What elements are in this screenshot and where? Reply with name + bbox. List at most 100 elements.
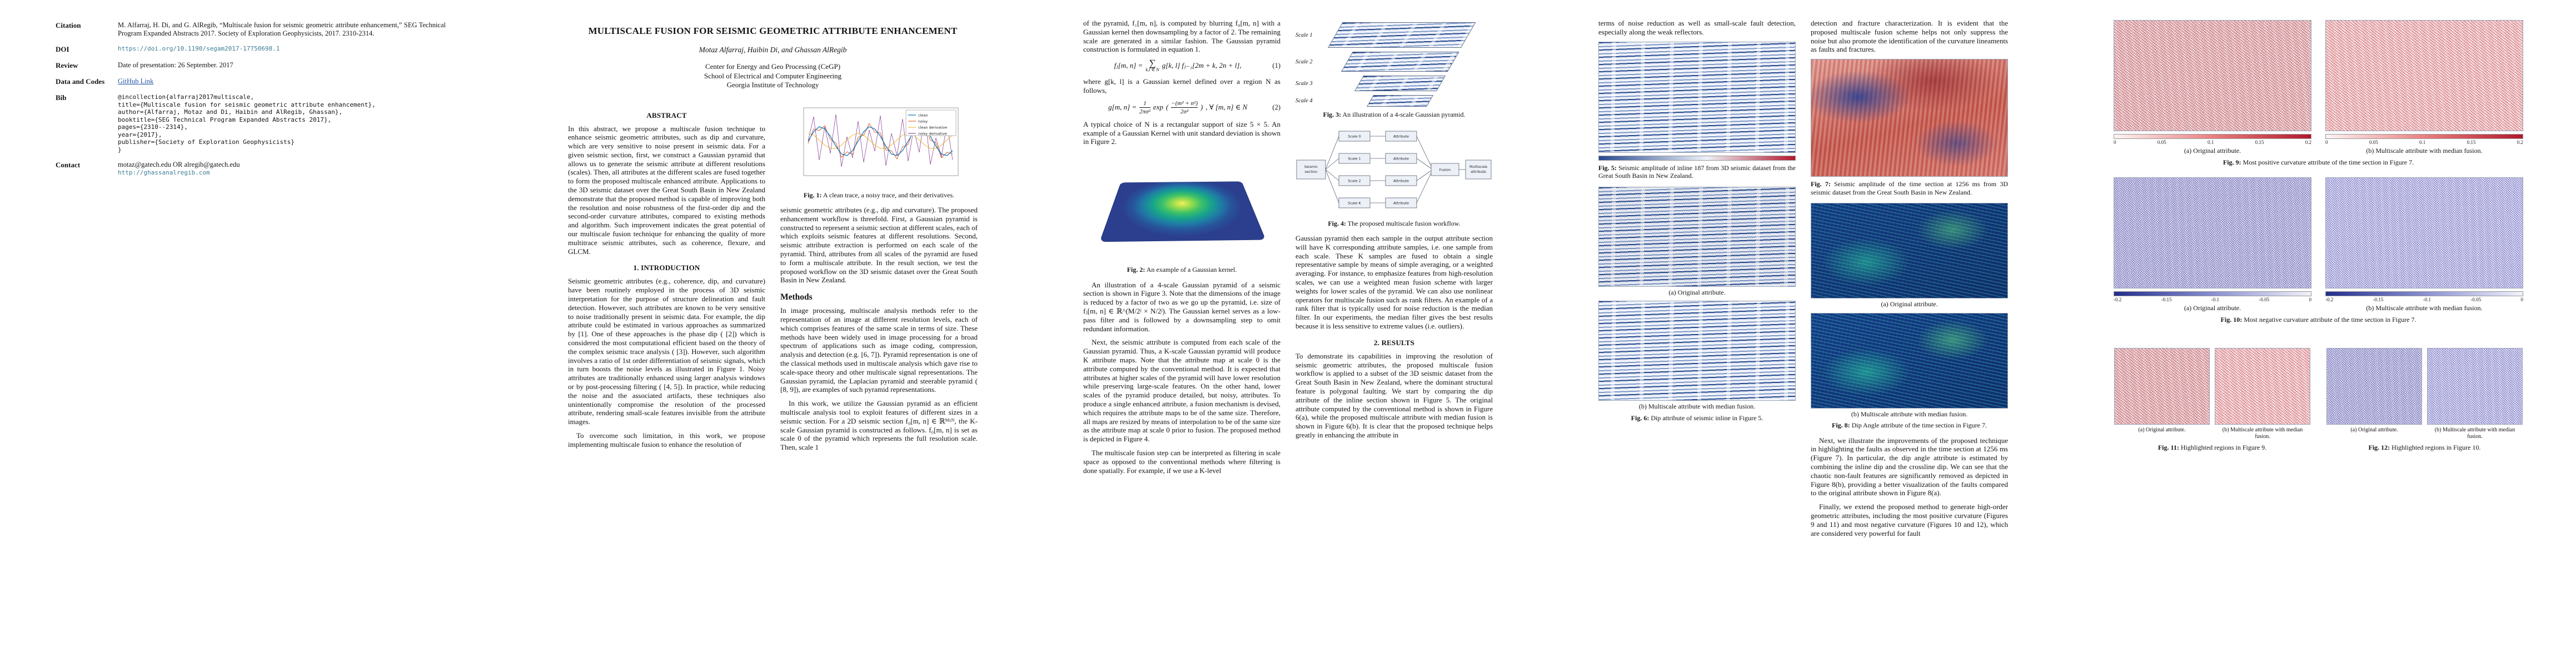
attribute-box	[1385, 131, 1417, 141]
page5-left-column: (a) Original attribute. (b) Multiscale a…	[2114, 347, 2311, 459]
github-link[interactable]: GitHub Link	[118, 77, 154, 85]
figure-11a-subcaption: (a) Original attribute.	[2138, 427, 2186, 433]
figure-12-label: Fig. 12:	[2368, 444, 2390, 451]
body-paragraph: Next, the seismic attribute is computed …	[1083, 338, 1280, 444]
figure-8: (a) Original attribute. (b) Multiscale a…	[1811, 203, 2008, 430]
body-paragraph: To overcome such limitation, in this wor…	[568, 431, 765, 449]
figure-9a-colorbar-ticks: 0 0.05 0.1 0.15 0.2	[2114, 140, 2311, 145]
workflow-diagram: Seismic section Scale 0 Scale 1 Scale 2 …	[1296, 131, 1492, 208]
figure-6-caption: Fig. 6: Dip attribute of seismic inline …	[1598, 414, 1796, 422]
figure-9a-subcaption: (a) Original attribute.	[2184, 147, 2241, 155]
figure-7: Fig. 7: Seismic amplitude of the time se…	[1811, 59, 2008, 196]
bib-label: Bib	[56, 93, 67, 102]
figure-11-caption-text: Highlighted regions in Figure 9.	[2180, 444, 2267, 451]
input-box	[1296, 160, 1326, 179]
body-paragraph: Gaussian pyramid then each sample in the…	[1296, 234, 1493, 330]
figure-10b-image	[2325, 177, 2523, 288]
output-label: attribute	[1471, 170, 1486, 174]
bib-row: Bib @incollection{alfarraj2017multiscale…	[56, 93, 456, 153]
body-paragraph: terms of noise reduction as well as smal…	[1598, 19, 1796, 36]
page2-right-column: clean noisy clean derivative noisy deriv…	[780, 103, 978, 457]
doi-link[interactable]: https://doi.org/10.1190/segam2017-177506…	[118, 45, 280, 52]
figure-6: (a) Original attribute. (b) Multiscale a…	[1598, 186, 1796, 422]
pyramid-scale-label: Scale 2	[1296, 58, 1313, 65]
pyramid-row: Scale 1	[1296, 22, 1493, 48]
figure-11-label: Fig. 11:	[2158, 444, 2179, 451]
figure-5-image	[1598, 41, 1796, 153]
figure-3-caption-text: An illustration of a 4-scale Gaussian py…	[1342, 111, 1466, 118]
pyramid-illustration: Scale 1 Scale 2 Scale 3	[1296, 20, 1493, 107]
attribute-label: Attribute	[1393, 178, 1409, 183]
equation-2-number: (2)	[1272, 103, 1280, 111]
figure-10-caption: Fig. 10: Most negative curvature attribu…	[2114, 316, 2523, 324]
body-paragraph: where g[k, l] is a Gaussian kernel defin…	[1083, 77, 1280, 94]
legend-label: noisy	[918, 119, 928, 123]
scale-label: Scale 0	[1348, 134, 1361, 138]
figure-6b-image	[1598, 301, 1796, 401]
equation-2-lhs: g[m, n] =	[1108, 103, 1137, 112]
legend-label: clean	[918, 113, 928, 117]
figure-12: (a) Original attribute. (b) Multiscale a…	[2326, 348, 2523, 452]
figure-8a-subcaption: (a) Original attribute.	[1881, 300, 1938, 308]
figure-7-caption: Fig. 7: Seismic amplitude of the time se…	[1811, 180, 2008, 196]
fraction: −(m² + n²) 2σ²	[1171, 99, 1198, 115]
figure-8b-subcaption: (b) Multiscale attribute with median fus…	[1851, 410, 1968, 418]
pyramid-scale-label: Scale 1	[1296, 32, 1313, 38]
figure-12a-image	[2326, 348, 2422, 425]
figure-2-caption-text: An example of a Gaussian kernel.	[1146, 266, 1237, 274]
plot-legend: clean noisy clean derivative noisy deriv…	[905, 109, 956, 136]
tick-label: 0	[2325, 140, 2328, 145]
contact-row: Contact motaz@gatech.edu OR alregib@gate…	[56, 161, 456, 177]
figure-9b-image	[2325, 20, 2523, 131]
contact-value: motaz@gatech.edu OR alregib@gatech.edu h…	[118, 161, 446, 177]
contact-url[interactable]: http://ghassanalregib.com	[118, 169, 210, 176]
tick-label: 0	[2309, 297, 2312, 302]
figure-12b-image	[2427, 348, 2523, 425]
figure-11b: (b) Multiscale attribute with median fus…	[2215, 348, 2310, 440]
attribute-label: Attribute	[1393, 134, 1409, 138]
figure-7-label: Fig. 7:	[1811, 180, 1831, 188]
tick-label: -0.05	[2470, 297, 2482, 302]
pyramid-scale-image	[1367, 95, 1434, 107]
tick-label: -0.2	[2325, 297, 2334, 302]
contact-emails[interactable]: motaz@gatech.edu OR alregib@gatech.edu	[118, 161, 240, 168]
paren: )	[1200, 103, 1203, 112]
figure-5-colorbar	[1598, 155, 1796, 161]
paren: (	[1165, 103, 1169, 112]
figure-1-caption: Fig. 1: A clean trace, a noisy trace, an…	[780, 191, 978, 200]
tick-label: 0	[2114, 140, 2116, 145]
figure-11a-image	[2114, 348, 2210, 425]
figure-1: clean noisy clean derivative noisy deriv…	[780, 104, 978, 200]
tick-label: -0.15	[2373, 297, 2384, 302]
data-codes-row: Data and Codes GitHub Link	[56, 77, 456, 86]
figure-3: Scale 1 Scale 2 Scale 3	[1296, 20, 1493, 119]
doi-label: DOI	[56, 45, 69, 53]
figure-4-caption: Fig. 4: The proposed multiscale fusion w…	[1296, 220, 1493, 228]
page3-right-column: Scale 1 Scale 2 Scale 3	[1296, 19, 1493, 445]
equation-1: fⱼ[m, n] = ∑ k,l ∈ N g[k, l] fⱼ₋₁[2m + k…	[1083, 58, 1280, 73]
body-paragraph: The multiscale fusion step can be interp…	[1083, 449, 1280, 475]
body-paragraph: Finally, we extend the proposed method t…	[1811, 502, 2008, 537]
page2-left-column: ABSTRACT In this abstract, we propose a …	[568, 103, 765, 454]
output-label: Multiscale	[1469, 165, 1487, 169]
figure-11: (a) Original attribute. (b) Multiscale a…	[2114, 348, 2311, 452]
output-box	[1465, 160, 1492, 179]
pyramid-scale-label: Scale 4	[1296, 98, 1313, 104]
workflow-arrows	[1325, 136, 1466, 203]
figure-9a-colorbar	[2114, 134, 2311, 139]
data-codes-label: Data and Codes	[56, 77, 105, 86]
attribute-box	[1385, 197, 1417, 208]
figure-11b-image	[2215, 348, 2310, 425]
pyramid-scale-image	[1341, 52, 1459, 72]
scale-label: Scale 2	[1348, 178, 1361, 183]
figure-1-caption-text: A clean trace, a noisy trace, and their …	[823, 191, 955, 199]
figure-8-label: Fig. 8:	[1832, 421, 1850, 430]
summation-symbol: ∑ k,l ∈ N	[1145, 58, 1159, 73]
figure-3-label: Fig. 3:	[1323, 111, 1342, 118]
figure-7-image	[1811, 59, 2008, 177]
body-paragraph: A typical choice of N is a rectangular s…	[1083, 120, 1280, 146]
equation-1-rhs: g[k, l] fⱼ₋₁[2m + k, 2n + l],	[1162, 61, 1242, 70]
tick-label: 0.2	[2305, 140, 2311, 145]
figure-10a: -0.2 -0.15 -0.1 -0.05 0 (a) Original att…	[2114, 177, 2311, 312]
figure-2-label: Fig. 2:	[1127, 266, 1145, 274]
